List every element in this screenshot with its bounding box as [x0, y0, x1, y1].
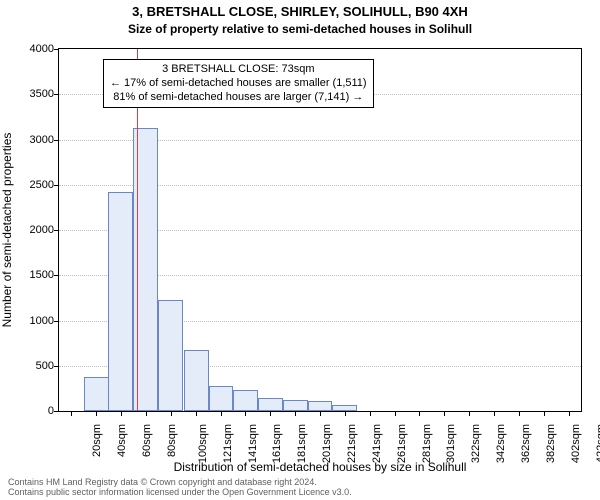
x-tick-label: 181sqm — [296, 424, 308, 463]
y-tick-mark — [54, 140, 58, 141]
annotation-box: 3 BRETSHALL CLOSE: 73sqm← 17% of semi-de… — [103, 59, 374, 108]
y-tick-mark — [54, 230, 58, 231]
y-tick-label: 2500 — [4, 179, 54, 191]
x-tick-label: 281sqm — [421, 424, 433, 463]
y-tick-mark — [54, 94, 58, 95]
x-tick-label: 422sqm — [595, 424, 600, 463]
y-tick-label: 0 — [4, 405, 54, 417]
histogram-bar — [108, 192, 133, 411]
histogram-bar — [258, 398, 283, 411]
x-tick-label: 121sqm — [222, 424, 234, 463]
y-tick-label: 1000 — [4, 315, 54, 327]
y-tick-label: 2000 — [4, 224, 54, 236]
x-tick-label: 402sqm — [570, 424, 582, 463]
y-tick-label: 3500 — [4, 88, 54, 100]
annotation-line: 81% of semi-detached houses are larger (… — [110, 91, 367, 105]
annotation-line: ← 17% of semi-detached houses are smalle… — [110, 77, 367, 91]
y-tick-mark — [54, 49, 58, 50]
x-tick-label: 60sqm — [141, 424, 153, 457]
x-tick-label: 20sqm — [91, 424, 103, 457]
x-tick-label: 261sqm — [396, 424, 408, 463]
y-tick-label: 1500 — [4, 269, 54, 281]
y-tick-mark — [54, 366, 58, 367]
histogram-bar — [233, 390, 258, 411]
x-tick-label: 342sqm — [495, 424, 507, 463]
histogram-bar — [308, 401, 333, 411]
chart-subtitle: Size of property relative to semi-detach… — [0, 22, 600, 36]
x-axis-label: Distribution of semi-detached houses by … — [58, 460, 582, 474]
histogram-bar — [209, 386, 234, 411]
x-tick-label: 100sqm — [197, 424, 209, 463]
x-tick-label: 40sqm — [116, 424, 128, 457]
footer-attribution: Contains HM Land Registry data © Crown c… — [8, 478, 592, 498]
y-tick-mark — [54, 185, 58, 186]
y-tick-mark — [54, 275, 58, 276]
x-tick-label: 80sqm — [166, 424, 178, 457]
plot-area: 3 BRETSHALL CLOSE: 73sqm← 17% of semi-de… — [58, 48, 582, 412]
y-tick-mark — [54, 321, 58, 322]
annotation-line: 3 BRETSHALL CLOSE: 73sqm — [110, 63, 367, 77]
x-tick-label: 241sqm — [371, 424, 383, 463]
y-tick-label: 4000 — [4, 43, 54, 55]
x-tick-label: 201sqm — [321, 424, 333, 463]
histogram-bar — [283, 400, 308, 411]
histogram-bar — [332, 405, 357, 411]
x-tick-label: 161sqm — [272, 424, 284, 463]
x-tick-label: 362sqm — [520, 424, 532, 463]
y-tick-label: 3000 — [4, 134, 54, 146]
x-tick-label: 382sqm — [545, 424, 557, 463]
footer-line-2: Contains public sector information licen… — [8, 488, 592, 498]
y-tick-label: 500 — [4, 360, 54, 372]
x-tick-label: 141sqm — [247, 424, 259, 463]
chart-title: 3, BRETSHALL CLOSE, SHIRLEY, SOLIHULL, B… — [0, 4, 600, 19]
x-tick-label: 301sqm — [446, 424, 458, 463]
histogram-bar — [158, 300, 183, 411]
histogram-bar — [184, 350, 209, 411]
y-tick-mark — [54, 411, 58, 412]
x-tick-label: 221sqm — [346, 424, 358, 463]
x-tick-label: 322sqm — [470, 424, 482, 463]
histogram-bar — [84, 377, 109, 411]
